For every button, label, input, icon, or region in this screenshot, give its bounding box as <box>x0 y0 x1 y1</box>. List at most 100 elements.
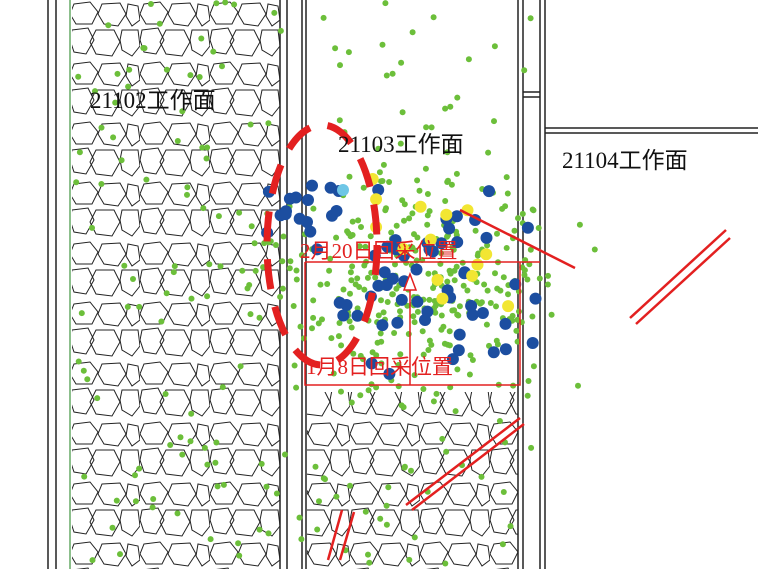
event-point <box>187 438 194 445</box>
event-point <box>200 205 207 212</box>
event-point <box>521 67 528 74</box>
event-point <box>491 43 498 50</box>
event-point <box>453 170 460 177</box>
event-point <box>453 263 460 270</box>
event-point <box>454 366 461 373</box>
event-point <box>184 191 190 198</box>
event-point <box>362 243 369 250</box>
event-point <box>354 275 361 282</box>
event-point <box>357 352 364 359</box>
event-point <box>252 267 259 274</box>
event-point <box>519 210 526 217</box>
event-point <box>380 279 393 291</box>
event-point <box>393 222 400 229</box>
event-point <box>392 261 398 268</box>
event-point <box>212 459 219 466</box>
event-point <box>311 243 324 256</box>
event-point <box>235 540 242 547</box>
event-point <box>472 227 479 234</box>
event-point <box>349 218 356 225</box>
panel-label: 21103工作面 <box>338 132 464 157</box>
event-point <box>265 530 272 537</box>
event-point <box>340 286 347 293</box>
event-point <box>291 362 298 369</box>
event-point <box>204 144 211 151</box>
event-point <box>404 302 411 309</box>
event-point <box>345 49 352 56</box>
event-point <box>452 344 465 357</box>
event-point <box>347 269 354 276</box>
event-point <box>426 245 439 258</box>
event-point <box>75 358 82 365</box>
event-point <box>333 234 340 241</box>
event-point <box>293 212 306 225</box>
event-point <box>84 376 91 383</box>
event-point <box>526 337 539 349</box>
event-point <box>411 372 418 379</box>
event-point <box>380 309 387 316</box>
event-point <box>362 508 369 515</box>
event-point <box>456 303 463 310</box>
event-point <box>449 307 456 314</box>
event-point <box>248 223 255 230</box>
event-point <box>163 66 170 73</box>
event-point <box>358 224 364 230</box>
event-point <box>389 70 396 77</box>
event-point <box>258 460 265 467</box>
event-point <box>425 347 432 353</box>
event-point <box>80 367 87 374</box>
event-point <box>399 109 406 116</box>
event-point <box>481 281 488 288</box>
event-point <box>320 14 327 21</box>
event-point <box>447 103 454 110</box>
event-point <box>184 184 191 191</box>
event-point <box>443 448 450 455</box>
event-point <box>450 246 457 253</box>
event-point <box>110 134 117 141</box>
event-point <box>364 274 371 281</box>
event-point <box>279 285 286 292</box>
event-point <box>114 70 121 77</box>
gob-area <box>72 0 280 569</box>
event-point <box>231 1 238 8</box>
event-point <box>219 384 226 391</box>
event-point <box>203 155 210 162</box>
event-point <box>222 0 229 6</box>
event-point <box>433 390 440 397</box>
event-point <box>317 281 324 288</box>
event-point <box>416 187 423 194</box>
event-point <box>500 274 507 281</box>
event-point <box>304 225 317 238</box>
position-label: 2月20日回采位置 <box>300 239 458 263</box>
event-point <box>149 504 156 511</box>
event-point <box>480 248 493 261</box>
event-point <box>310 205 317 212</box>
event-point <box>406 556 413 563</box>
event-point <box>109 524 116 531</box>
event-point <box>474 252 481 259</box>
event-point <box>322 476 328 483</box>
event-point <box>263 483 270 490</box>
event-point <box>256 526 263 533</box>
event-point <box>117 551 123 558</box>
event-point <box>460 282 467 289</box>
event-point <box>442 198 449 204</box>
event-point <box>158 318 165 325</box>
event-point <box>466 308 479 321</box>
event-point <box>499 541 506 548</box>
event-point <box>493 303 499 310</box>
event-point <box>393 285 400 292</box>
event-point <box>447 384 454 391</box>
event-point <box>204 293 211 300</box>
event-point <box>444 278 451 285</box>
event-point <box>400 404 407 411</box>
event-point <box>530 207 537 214</box>
event-point <box>368 381 375 388</box>
event-point <box>438 312 445 319</box>
markings <box>263 121 731 561</box>
event-point <box>293 384 300 391</box>
event-point <box>398 59 405 66</box>
event-point <box>380 161 387 168</box>
event-point <box>237 363 244 370</box>
event-point <box>349 263 356 270</box>
